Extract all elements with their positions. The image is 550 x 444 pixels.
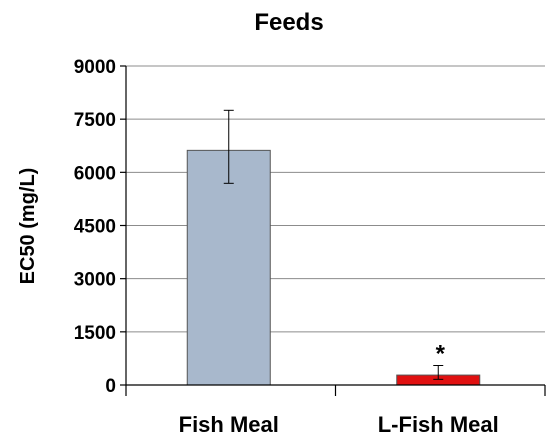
- chart-title: Feeds: [254, 9, 323, 36]
- axes: [120, 65, 546, 396]
- y-tick-label: 0: [105, 376, 116, 397]
- y-tick-label: 4500: [74, 217, 116, 238]
- y-tick-label: 7500: [74, 110, 116, 131]
- x-tick-labels: Fish Meal L-Fish Meal: [179, 412, 499, 437]
- bar-fish-meal: [186, 149, 271, 386]
- x-tick-label: L-Fish Meal: [378, 412, 499, 437]
- y-tick-label: 9000: [74, 57, 116, 78]
- annotations: *: [436, 341, 446, 368]
- significance-asterisk: *: [436, 341, 446, 368]
- x-tick-label: Fish Meal: [179, 412, 279, 437]
- y-tick-labels: 0 1500 3000 4500 6000 7500 9000: [74, 57, 116, 397]
- error-bars: [223, 109, 444, 380]
- y-tick-label: 6000: [74, 163, 116, 184]
- y-tick-label: 3000: [74, 270, 116, 291]
- y-axis-label: EC50 (mg/L): [17, 168, 39, 285]
- y-tick-label: 1500: [74, 323, 116, 344]
